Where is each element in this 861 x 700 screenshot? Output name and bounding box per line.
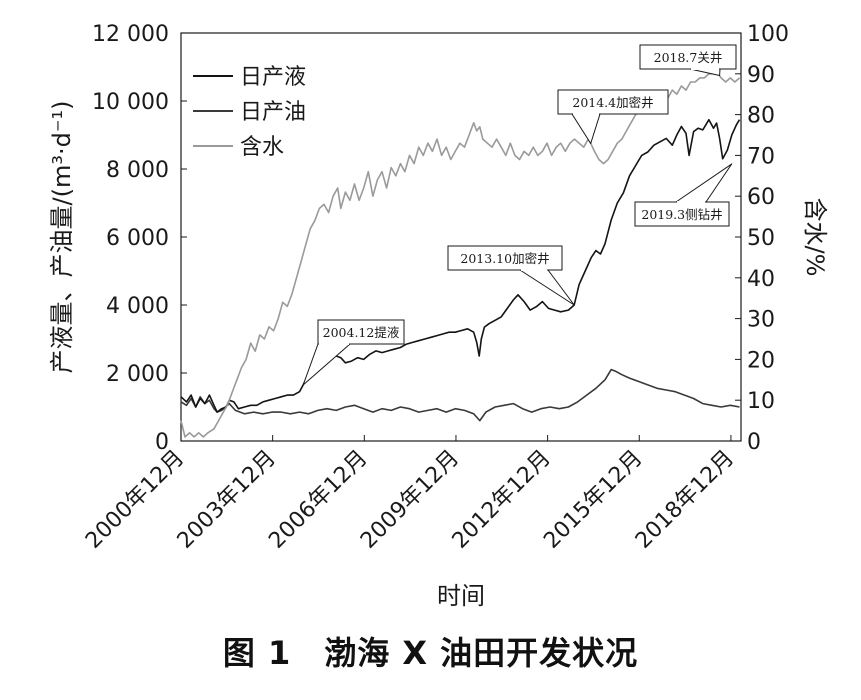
annotation-pointer bbox=[302, 343, 351, 386]
right-tick-label: 60 bbox=[747, 185, 775, 210]
right-tick-label: 90 bbox=[747, 63, 775, 88]
left-tick-label: 2 000 bbox=[106, 362, 169, 387]
figure-caption: 图 1 渤海 X 油田开发状况 bbox=[222, 634, 639, 672]
y-axis-right-title: 含水/% bbox=[801, 198, 829, 277]
annotation-label: 2013.10加密井 bbox=[460, 251, 549, 266]
right-tick-label: 20 bbox=[747, 348, 775, 373]
annotation-label: 2014.4加密井 bbox=[572, 95, 653, 110]
legend: 日产液 日产油 含水 bbox=[193, 65, 306, 160]
right-tick-label: 100 bbox=[747, 22, 789, 47]
chart: 0 2 000 4 000 6 000 8 000 10 000 12 000 0 10 20 3… bbox=[48, 22, 829, 610]
left-tick-label: 12 000 bbox=[92, 22, 169, 47]
annotation-label: 2018.7关井 bbox=[654, 50, 723, 65]
annotation-box bbox=[634, 201, 730, 227]
left-axis-ticks: 0 2 000 4 000 6 000 8 000 10 000 12 000 bbox=[92, 22, 187, 455]
left-tick-label: 8 000 bbox=[106, 158, 169, 183]
legend-label-liquid: 日产液 bbox=[240, 65, 306, 90]
annotation-layer: 2004.12提液 2013.10加密井 2014.4加密井 2018.7关井 2019… bbox=[302, 44, 737, 386]
right-tick-label: 50 bbox=[747, 226, 775, 251]
right-tick-label: 0 bbox=[747, 430, 761, 455]
left-tick-label: 6 000 bbox=[106, 226, 169, 251]
annotation-pointer bbox=[675, 163, 733, 203]
annotation-box bbox=[639, 44, 737, 70]
annotation-box bbox=[447, 245, 563, 271]
annotation-box bbox=[557, 89, 669, 115]
legend-label-water-cut: 含水 bbox=[240, 135, 284, 160]
left-tick-label: 10 000 bbox=[92, 90, 169, 115]
x-tick-label: 2018年12月 bbox=[631, 446, 739, 554]
annotation-pointer bbox=[571, 113, 601, 144]
annotation-label: 2004.12提液 bbox=[323, 325, 400, 340]
y-axis-left-title: 产液量、产油量/(m³·d⁻¹) bbox=[48, 101, 76, 374]
legend-label-oil: 日产油 bbox=[240, 100, 306, 125]
x-axis-title: 时间 bbox=[437, 582, 485, 610]
annotation-box bbox=[317, 319, 405, 345]
right-tick-label: 10 bbox=[747, 389, 775, 414]
left-tick-label: 0 bbox=[155, 430, 169, 455]
right-axis-ticks: 0 10 20 30 40 50 60 70 80 90 100 bbox=[735, 22, 789, 455]
annotation-pointer bbox=[519, 269, 575, 306]
series-line-oil bbox=[180, 368, 740, 422]
right-tick-label: 30 bbox=[747, 308, 775, 333]
series-line-liquid bbox=[180, 118, 741, 413]
right-tick-label: 80 bbox=[747, 104, 775, 129]
right-tick-label: 40 bbox=[747, 267, 775, 292]
x-axis-ticks: 2000年12月2003年12月2006年12月2009年12月2012年12月… bbox=[81, 435, 739, 554]
right-tick-label: 70 bbox=[747, 144, 775, 169]
annotation-label: 2019.3侧钻井 bbox=[641, 207, 722, 222]
left-tick-label: 4 000 bbox=[106, 294, 169, 319]
